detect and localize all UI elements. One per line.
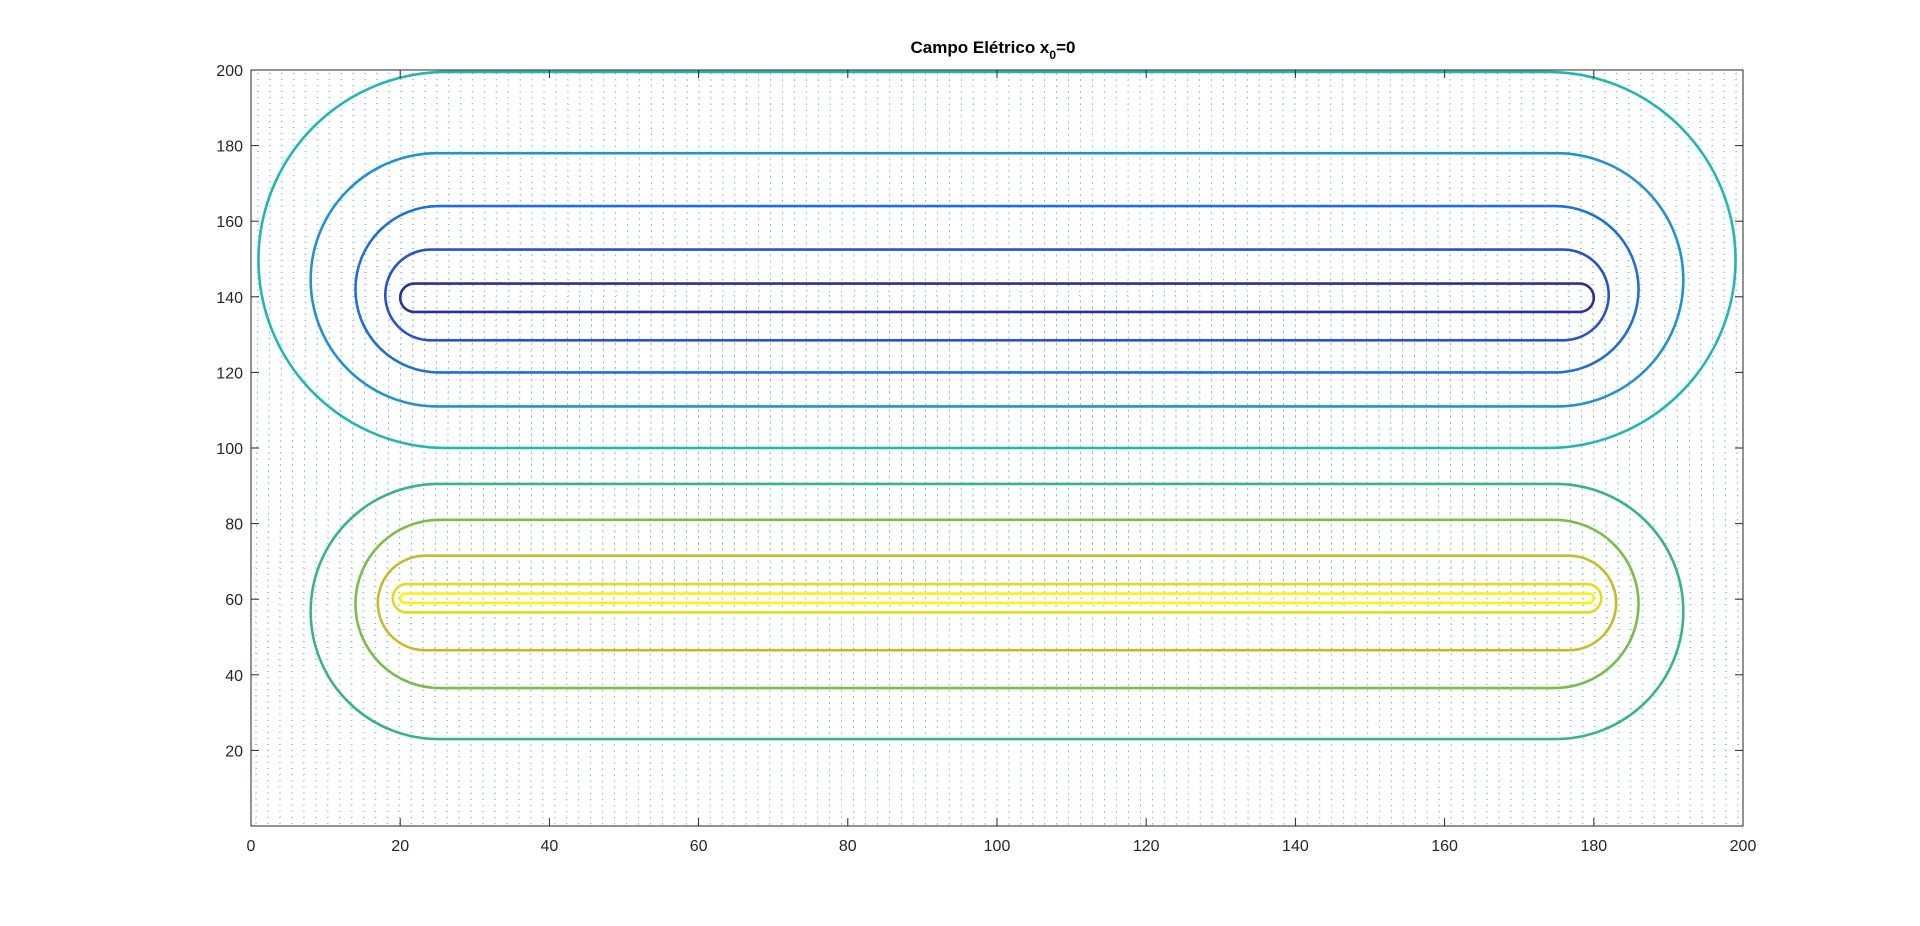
contour-line-bottom-10 xyxy=(398,592,1596,605)
x-tick-label: 180 xyxy=(1580,838,1607,855)
contour-line-bottom-8 xyxy=(376,554,1618,652)
y-tick-label: 120 xyxy=(216,365,243,382)
y-tick-label: 160 xyxy=(216,214,243,231)
x-tick-label: 60 xyxy=(690,838,708,855)
x-axis: 0 20 40 60 80 100 120 140 160 180 200 xyxy=(247,70,1757,855)
contour-line-top-4 xyxy=(383,248,1611,342)
contour-lines xyxy=(257,70,1737,741)
y-tick-label: 180 xyxy=(216,139,243,156)
quiver-arrows xyxy=(254,72,1740,825)
contour-line-top-2 xyxy=(309,151,1685,408)
plot-area xyxy=(254,70,1740,825)
y-tick-label: 60 xyxy=(225,592,243,609)
x-tick-label: 120 xyxy=(1133,838,1160,855)
y-tick-label: 80 xyxy=(225,517,243,534)
title-subscript: 0 xyxy=(1049,48,1056,62)
y-tick-label: 100 xyxy=(216,441,243,458)
y-tick-label: 200 xyxy=(216,63,243,80)
x-tick-label: 160 xyxy=(1431,838,1458,855)
contour-line-bottom-6 xyxy=(309,482,1685,741)
title-suffix: =0 xyxy=(1056,38,1075,57)
y-tick-label: 40 xyxy=(225,668,243,685)
chart-title: Campo Elétrico x0=0 xyxy=(911,38,1076,62)
x-tick-label: 40 xyxy=(541,838,559,855)
x-tick-label: 140 xyxy=(1282,838,1309,855)
contour-line-bottom-9 xyxy=(391,582,1603,614)
x-tick-label: 200 xyxy=(1730,838,1757,855)
x-tick-label: 0 xyxy=(247,838,256,855)
y-axis: 20 40 60 80 100 120 140 160 180 200 xyxy=(216,63,1743,760)
y-tick-label: 140 xyxy=(216,290,243,307)
y-tick-label: 20 xyxy=(225,743,243,760)
quiver-field xyxy=(254,72,1740,825)
contour-line-top-3 xyxy=(354,204,1640,374)
contour-line-top-5 xyxy=(398,282,1596,314)
contour-line-bottom-7 xyxy=(354,518,1640,690)
x-tick-label: 100 xyxy=(984,838,1011,855)
x-tick-label: 80 xyxy=(839,838,857,855)
x-tick-label: 20 xyxy=(391,838,409,855)
title-main: Campo Elétrico x xyxy=(911,38,1050,57)
